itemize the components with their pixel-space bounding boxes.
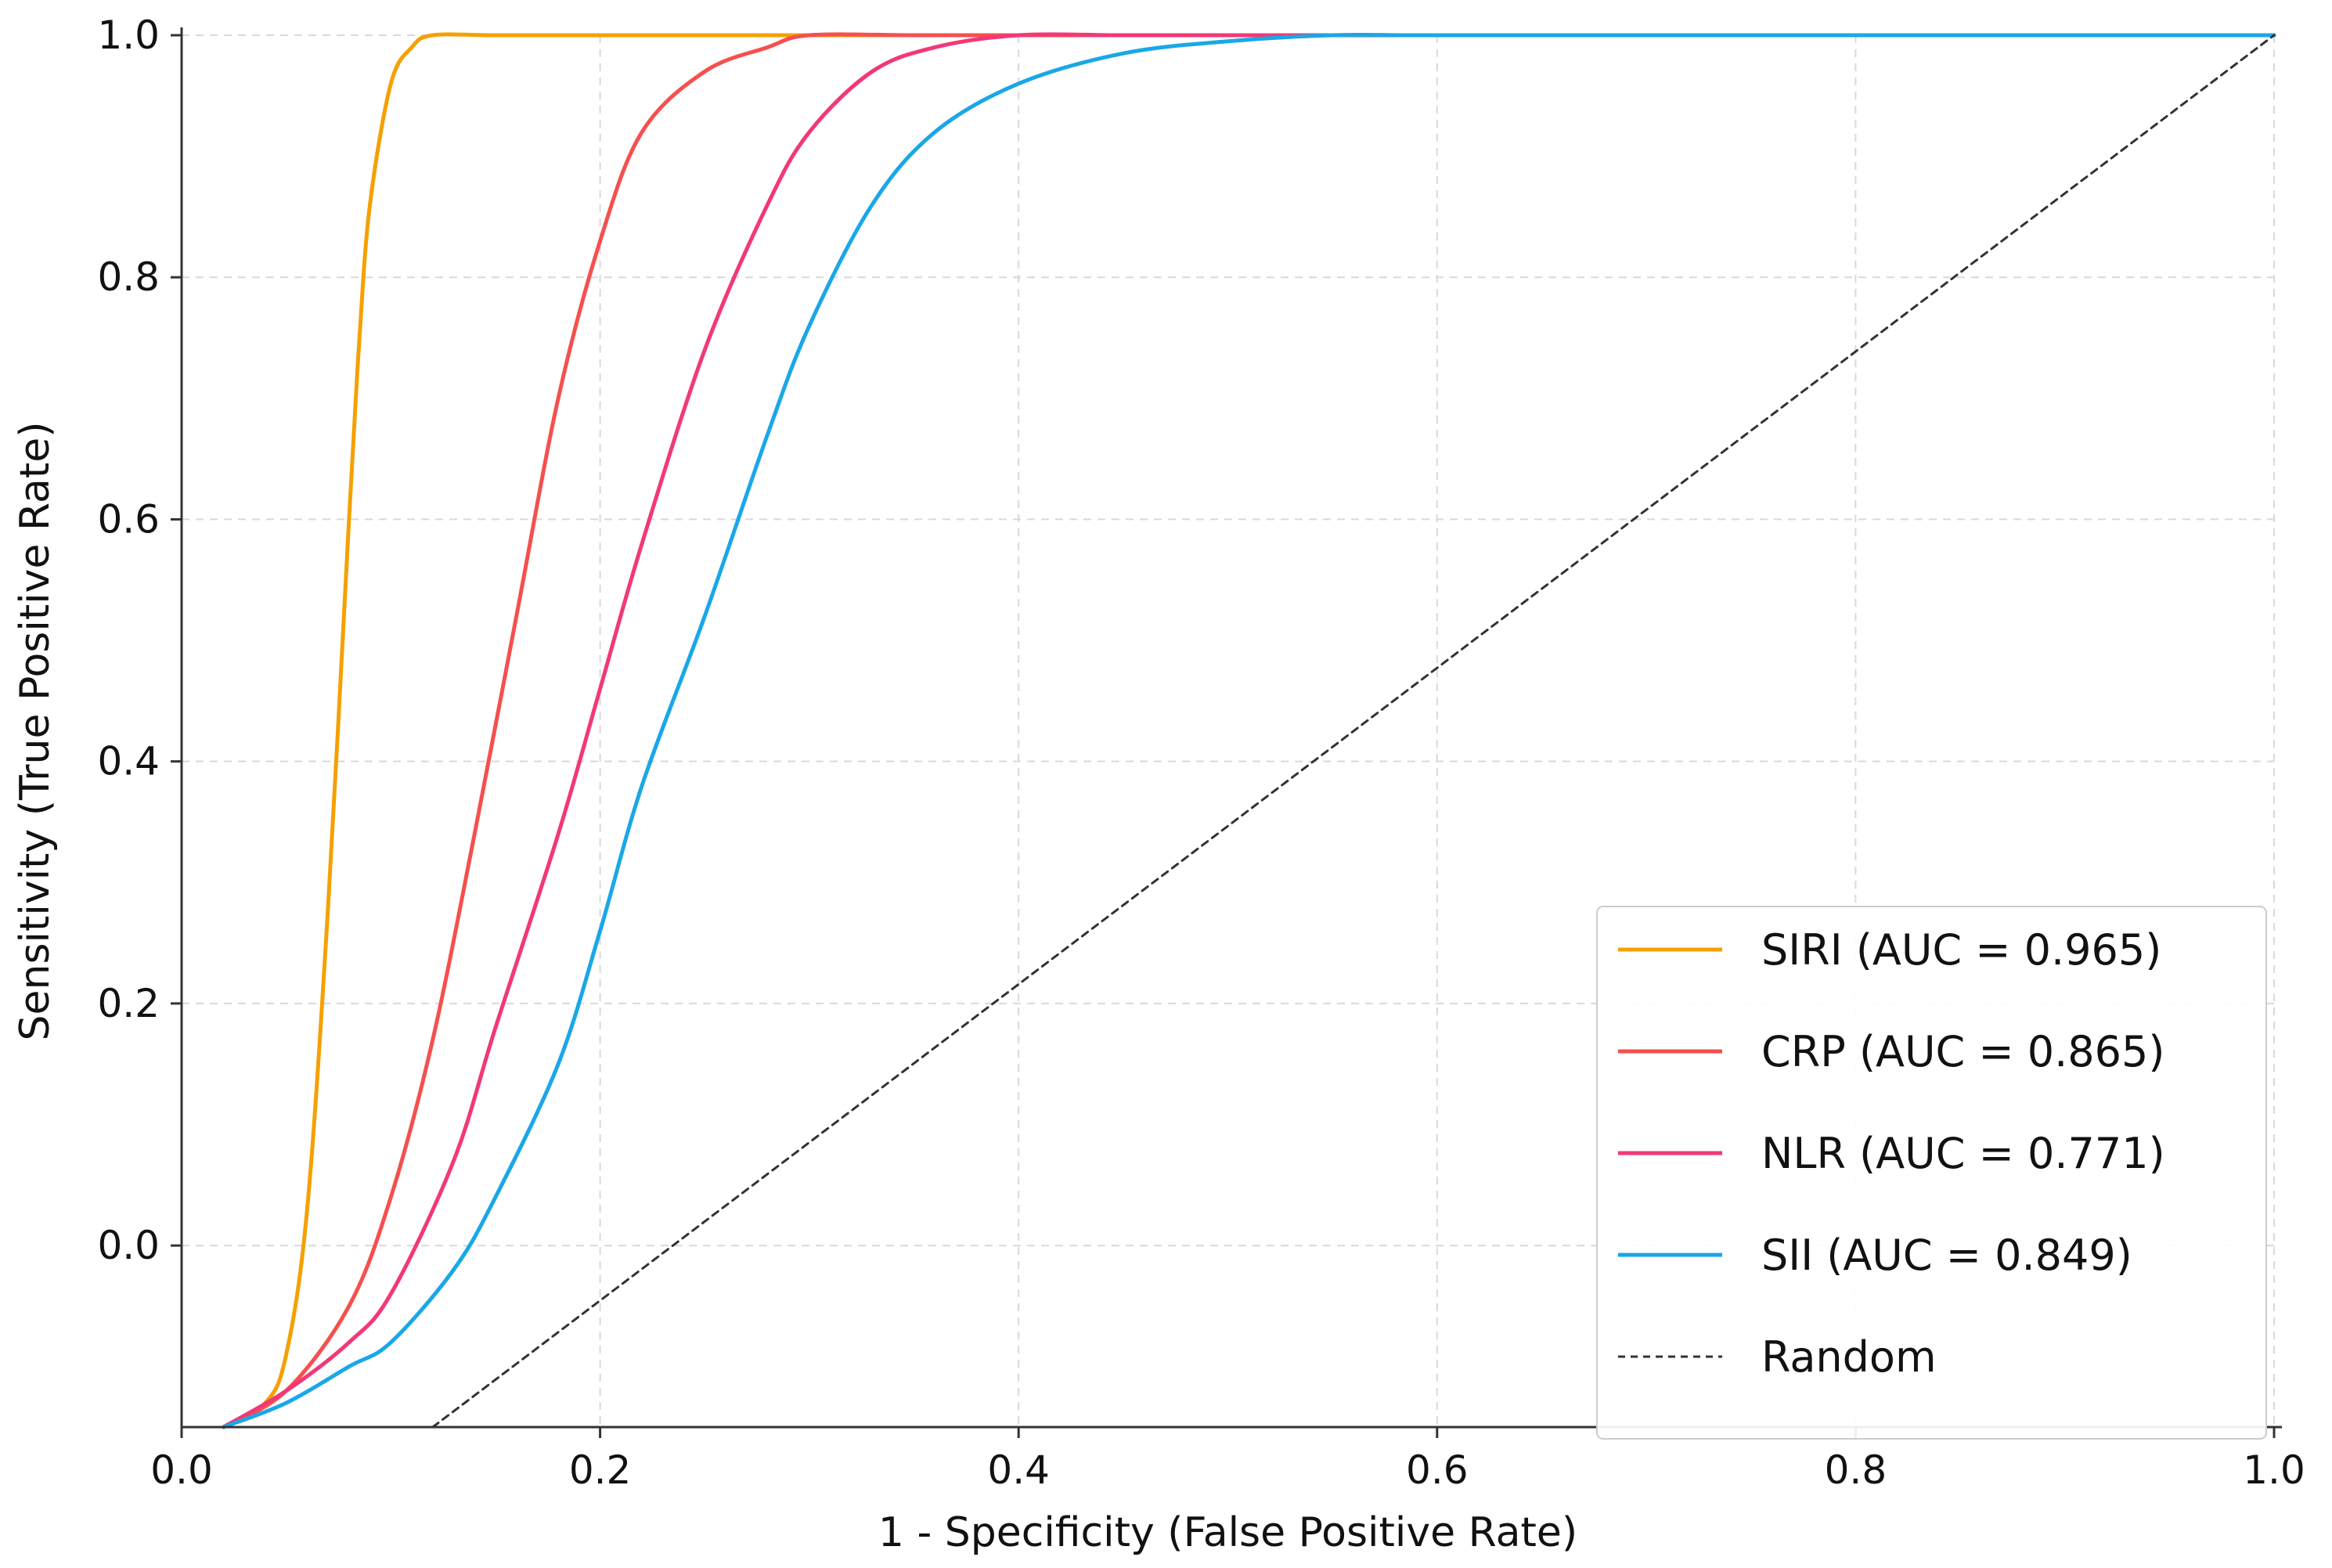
y-tick-label: 0.6 [97, 496, 160, 542]
legend-label-siri: SIRI (AUC = 0.965) [1761, 925, 2161, 975]
tick-labels: 0.0 0.2 0.4 0.6 0.8 1.0 0.0 0.2 0.4 0.6 0.8 1.0 [97, 13, 2305, 1493]
legend-box [1596, 906, 2267, 1440]
legend: SIRI (AUC = 0.965) CRP (AUC = 0.865) NLR (… [1596, 906, 2267, 1440]
series-line-sii [221, 32, 2276, 1429]
legend-label-random: Random [1761, 1332, 1937, 1382]
x-tick-label: 0.4 [987, 1447, 1050, 1493]
y-tick-label: 1.0 [97, 13, 160, 58]
y-axis-title: Sensitivity (True Positive Rate) [12, 421, 59, 1040]
x-tick-label: 1.0 [2243, 1447, 2305, 1493]
x-tick-label: 0.6 [1406, 1447, 1469, 1493]
x-axis-title: 1 - Specificity (False Positive Rate) [878, 1509, 1577, 1556]
x-tick-label: 0.2 [569, 1447, 632, 1493]
series-line-random [431, 34, 2276, 1429]
legend-label-crp: CRP (AUC = 0.865) [1761, 1027, 2164, 1076]
y-tick-label: 0.8 [97, 254, 160, 300]
series-line-nlr [221, 32, 2276, 1429]
x-tick-label: 0.8 [1825, 1447, 1887, 1493]
series-lines [221, 32, 2276, 1429]
y-tick-label: 0.4 [97, 739, 160, 784]
y-tick-label: 0.0 [97, 1223, 160, 1268]
y-tick-label: 0.2 [97, 981, 160, 1026]
legend-label-sii: SII (AUC = 0.849) [1761, 1231, 2132, 1280]
x-tick-label: 0.0 [150, 1447, 213, 1493]
legend-label-nlr: NLR (AUC = 0.771) [1761, 1129, 2165, 1178]
